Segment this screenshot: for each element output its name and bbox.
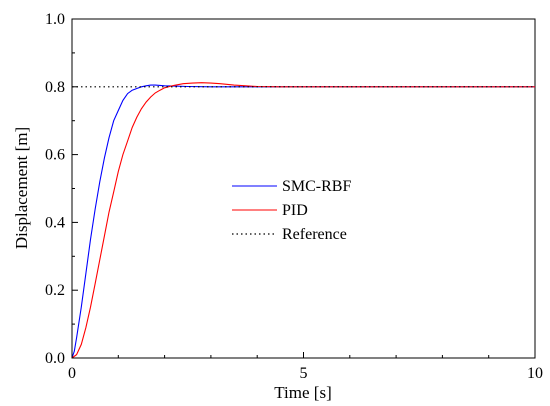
legend-label-pid: PID bbox=[282, 202, 308, 219]
y-tick-label: 0.8 bbox=[45, 79, 65, 96]
series-line-smc-rbf bbox=[71, 84, 535, 359]
x-tick-label: 0 bbox=[68, 365, 76, 382]
series-line-pid bbox=[71, 82, 535, 359]
y-tick-label: 0.4 bbox=[45, 214, 65, 231]
y-axis-label: Displacement [m] bbox=[12, 127, 31, 249]
x-tick-label: 5 bbox=[300, 365, 308, 382]
series-layer bbox=[71, 82, 535, 359]
y-tick-label: 0.0 bbox=[45, 350, 65, 367]
ticks-layer: 0 5 10 0.0 0.2 0.4 0.6 0.8 1.0 bbox=[45, 11, 543, 382]
y-tick-label: 1.0 bbox=[45, 11, 65, 28]
x-tick-label: 10 bbox=[527, 365, 543, 382]
x-axis-label: Time [s] bbox=[274, 383, 331, 402]
legend: SMC-RBF PID Reference bbox=[232, 178, 351, 243]
y-tick-label: 0.6 bbox=[45, 147, 65, 164]
y-tick-label: 0.2 bbox=[45, 282, 65, 299]
legend-label-reference: Reference bbox=[282, 226, 347, 243]
legend-label-smc-rbf: SMC-RBF bbox=[282, 178, 351, 195]
